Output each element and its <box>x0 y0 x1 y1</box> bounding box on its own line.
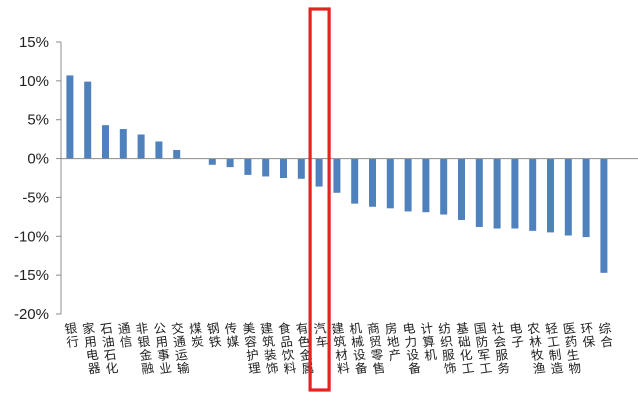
x-tick-label: 国防军工 <box>473 320 493 376</box>
bar <box>333 158 341 193</box>
x-tick-label: 电子 <box>509 320 526 350</box>
x-tick-label: 非银金融 <box>135 320 156 376</box>
bar <box>475 158 483 227</box>
bar <box>440 158 448 215</box>
x-tick-label: 计算机 <box>420 320 439 363</box>
y-tick-label: 0% <box>27 151 49 168</box>
x-tick-label: 基础化工 <box>455 320 476 376</box>
x-tick-label: 钢铁 <box>206 320 223 350</box>
bar <box>404 158 412 212</box>
bar <box>102 125 109 159</box>
bar <box>493 158 501 229</box>
x-tick-label: 商贸零售 <box>366 320 387 376</box>
x-axis-labels: 银行家用电器石油石化通信非银金融公用事业交通运输煤炭钢铁传媒美容护理建筑装饰食品… <box>64 320 615 376</box>
x-tick-label: 纺织服饰 <box>437 320 458 376</box>
bar <box>511 158 519 229</box>
bar <box>137 134 145 159</box>
y-tick-label: 10% <box>19 73 49 90</box>
x-tick-label: 社会服务 <box>491 320 512 376</box>
bar <box>458 158 465 220</box>
x-tick-label: 美容护理 <box>242 320 263 376</box>
bar <box>66 75 74 159</box>
x-tick-label: 环保 <box>580 320 597 350</box>
x-tick-label: 食品饮料 <box>277 320 298 376</box>
bar <box>262 158 270 177</box>
y-tick-label: -20% <box>14 306 49 323</box>
bar <box>386 158 394 209</box>
y-axis-ticks: 15% 10% 5% 0% -5% -10% -15% -20% <box>14 34 61 323</box>
bar <box>351 158 359 204</box>
bar <box>564 158 572 236</box>
highlight-box <box>308 7 331 392</box>
x-tick-label: 传媒 <box>224 320 241 350</box>
bar <box>280 158 287 178</box>
bar <box>529 158 537 231</box>
bar <box>226 158 234 168</box>
bar <box>297 158 305 179</box>
bar <box>547 158 554 233</box>
y-tick-label: 15% <box>19 34 49 51</box>
y-tick-label: -5% <box>22 189 49 206</box>
x-tick-label: 电力设备 <box>402 320 423 376</box>
x-tick-label: 建筑材料 <box>331 320 352 376</box>
bar <box>422 158 430 213</box>
bar <box>84 81 92 159</box>
bar <box>119 129 127 159</box>
bar <box>244 158 252 175</box>
y-tick-label: -15% <box>14 267 49 284</box>
x-tick-label: 房地产 <box>384 320 403 363</box>
highlight <box>308 7 331 392</box>
bar <box>155 141 163 159</box>
bars <box>66 75 608 273</box>
bar <box>600 158 608 273</box>
bar <box>173 150 181 159</box>
axes <box>60 42 638 314</box>
bar <box>315 158 323 187</box>
y-tick-label: 5% <box>27 112 49 129</box>
x-tick-label: 公用事业 <box>153 320 174 376</box>
x-tick-label: 汽车 <box>313 320 330 350</box>
x-tick-label: 医药生物 <box>562 320 582 376</box>
y-tick-label: -10% <box>14 228 49 245</box>
x-tick-label: 家用电器 <box>81 320 102 376</box>
x-tick-label: 综合 <box>598 320 615 350</box>
bar <box>582 158 590 238</box>
x-tick-label: 石油石化 <box>99 320 120 376</box>
bar <box>369 158 376 207</box>
bar <box>208 158 216 165</box>
x-tick-label: 银行 <box>64 320 81 350</box>
x-tick-label: 建筑装饰 <box>259 320 280 376</box>
x-tick-label: 通信 <box>117 320 134 350</box>
x-tick-label: 煤炭 <box>188 320 205 350</box>
x-tick-label: 有色金属 <box>295 320 316 376</box>
x-tick-label: 农林牧渔 <box>526 320 547 376</box>
x-tick-label: 机械设备 <box>348 320 369 376</box>
x-tick-label: 轻工制造 <box>544 320 565 376</box>
x-tick-label: 交通运输 <box>170 320 191 376</box>
